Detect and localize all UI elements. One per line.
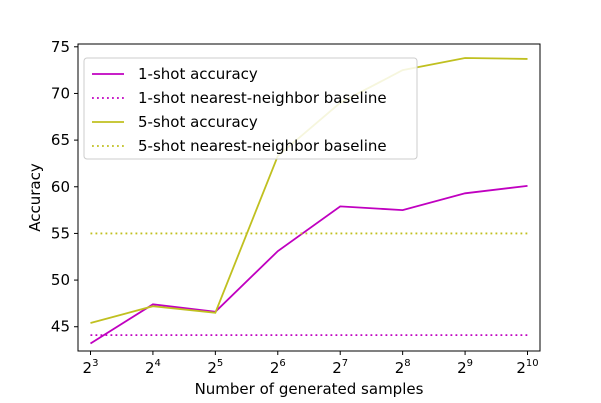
x-tick-label: 210 — [516, 358, 538, 377]
y-tick-label: 70 — [51, 84, 70, 102]
legend-label: 5-shot accuracy — [138, 113, 258, 131]
y-tick-label: 50 — [51, 271, 70, 289]
legend: 1-shot accuracy 1-shot nearest-neighbor b… — [83, 57, 418, 160]
y-tick-label: 60 — [51, 178, 70, 196]
x-tick-label: 26 — [270, 358, 286, 377]
x-tick-label: 23 — [83, 358, 99, 377]
x-tick-label: 25 — [207, 358, 223, 377]
x-axis-label: Number of generated samples — [195, 380, 424, 398]
legend-label: 5-shot nearest-neighbor baseline — [138, 137, 387, 155]
legend-label: 1-shot nearest-neighbor baseline — [138, 89, 387, 107]
series-line-1 — [90, 184, 528, 345]
y-tick-label: 55 — [51, 224, 70, 242]
x-tick-label: 27 — [332, 358, 348, 377]
x-axis: 23 24 25 26 27 28 29 210 — [83, 351, 539, 377]
y-tick-label: 65 — [51, 131, 70, 149]
y-tick-label: 75 — [51, 38, 70, 56]
plot-frame — [77, 43, 541, 352]
y-axis: 45 50 55 60 65 70 75 — [51, 38, 78, 336]
y-tick-label: 45 — [51, 318, 70, 336]
legend-box — [83, 57, 418, 160]
x-tick-label: 24 — [145, 358, 161, 377]
x-tick-label: 28 — [395, 358, 411, 377]
y-axis-label: Accuracy — [26, 163, 44, 232]
x-tick-label: 29 — [457, 358, 473, 377]
legend-label: 1-shot accuracy — [138, 65, 258, 83]
